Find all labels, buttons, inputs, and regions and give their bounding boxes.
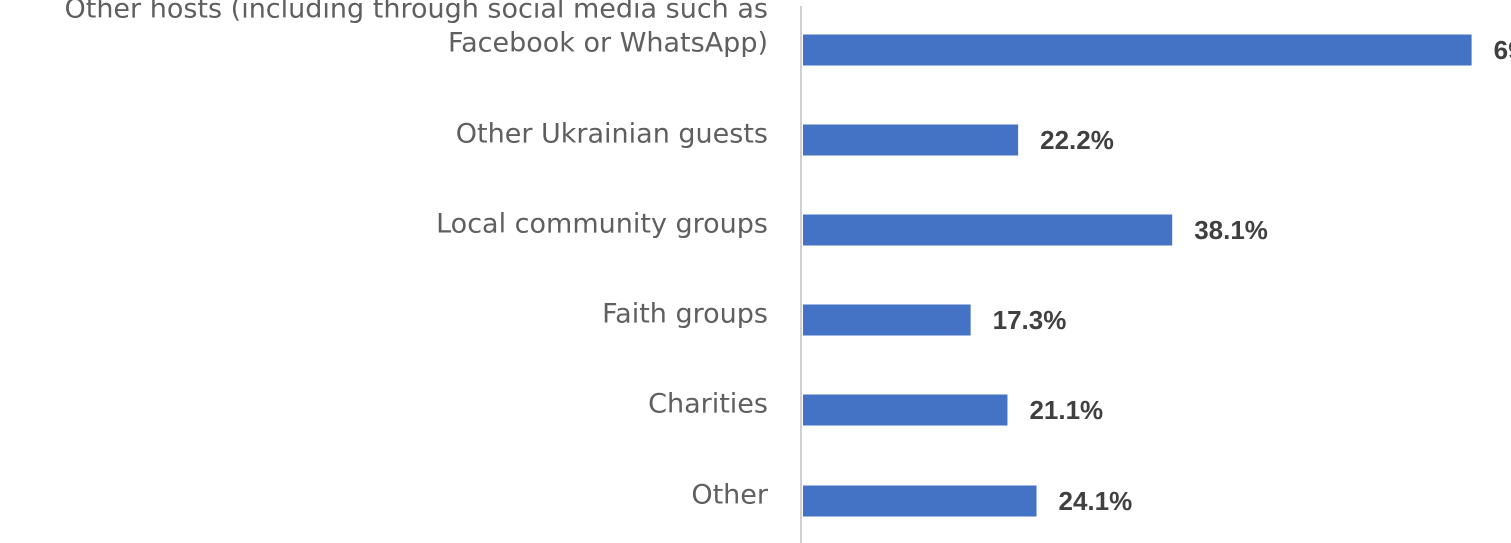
- category-label-2-line-0: Local community groups: [436, 209, 768, 240]
- value-label-4: 21.1%: [1029, 395, 1103, 425]
- bar-1: [803, 124, 1019, 156]
- bar-2: [803, 214, 1173, 246]
- value-labels-group: 69.0% 22.2% 38.1% 17.3% 21.1% 24.1%: [993, 35, 1511, 516]
- bar-5: [803, 485, 1037, 517]
- category-label-0-line-1: Facebook or WhatsApp): [448, 28, 768, 59]
- bar-0: [803, 34, 1472, 66]
- bar-3: [803, 304, 971, 336]
- value-label-1: 22.2%: [1040, 125, 1114, 155]
- value-label-2: 38.1%: [1194, 215, 1268, 245]
- bar-4: [803, 394, 1008, 426]
- category-label-5-line-0: Other: [691, 480, 769, 511]
- value-label-3: 17.3%: [993, 305, 1067, 335]
- value-label-0: 69.0%: [1494, 35, 1511, 65]
- value-label-5: 24.1%: [1059, 486, 1133, 516]
- category-label-3-line-0: Faith groups: [602, 299, 768, 330]
- category-label-1-line-0: Other Ukrainian guests: [456, 119, 768, 150]
- bars-group: [803, 34, 1472, 517]
- category-label-0-line-0: Other hosts (including through social me…: [64, 0, 768, 25]
- category-labels-group: Other hosts (including through social me…: [64, 0, 768, 511]
- category-label-4-line-0: Charities: [648, 389, 768, 420]
